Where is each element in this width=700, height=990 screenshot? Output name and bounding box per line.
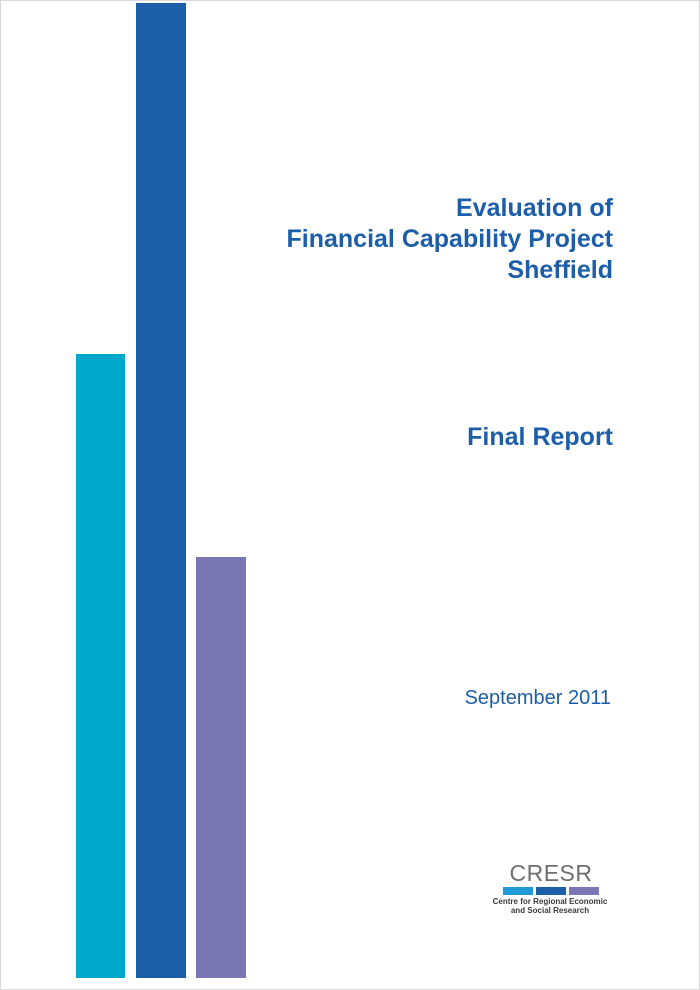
logo-bar-blue (536, 887, 566, 895)
report-title-line-2: Financial Capability Project (286, 225, 613, 253)
decorative-bar-cyan (76, 354, 125, 978)
logo-wordmark: CRESR (509, 860, 593, 886)
logo-tagline-line-2: and Social Research (510, 906, 590, 915)
logo-bar-purple (569, 887, 599, 895)
logo-tagline-line-1: Centre for Regional Economic (492, 897, 608, 906)
logo-bar-cyan (503, 887, 533, 895)
decorative-bar-purple (196, 557, 246, 978)
report-title-line-3: Sheffield (507, 256, 613, 284)
logo-color-bars (503, 887, 599, 895)
report-subtitle: Final Report (467, 423, 613, 451)
decorative-bar-blue (136, 3, 186, 978)
report-title: Evaluation of Financial Capability Proje… (193, 193, 613, 286)
cresr-logo: CRESR Centre for Regional Economic and S… (489, 860, 611, 916)
report-date: September 2011 (464, 687, 611, 709)
report-title-line-1: Evaluation of (456, 194, 613, 222)
